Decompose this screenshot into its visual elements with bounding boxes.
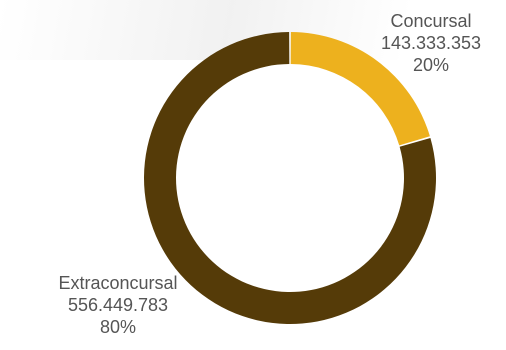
label-concursal-percent: 20% bbox=[412, 55, 450, 75]
slice-concursal[interactable] bbox=[290, 32, 430, 146]
data-label-extraconcursal: Extraconcursal 556.449.783 80% bbox=[18, 272, 218, 338]
label-extraconcursal-name: Extraconcursal bbox=[58, 273, 178, 293]
label-extraconcursal-value: 556.449.783 bbox=[67, 295, 169, 315]
label-extraconcursal-percent: 80% bbox=[99, 317, 137, 337]
label-concursal-name: Concursal bbox=[390, 11, 472, 31]
data-label-concursal: Concursal 143.333.353 20% bbox=[356, 10, 506, 76]
label-concursal-value: 143.333.353 bbox=[380, 33, 482, 53]
